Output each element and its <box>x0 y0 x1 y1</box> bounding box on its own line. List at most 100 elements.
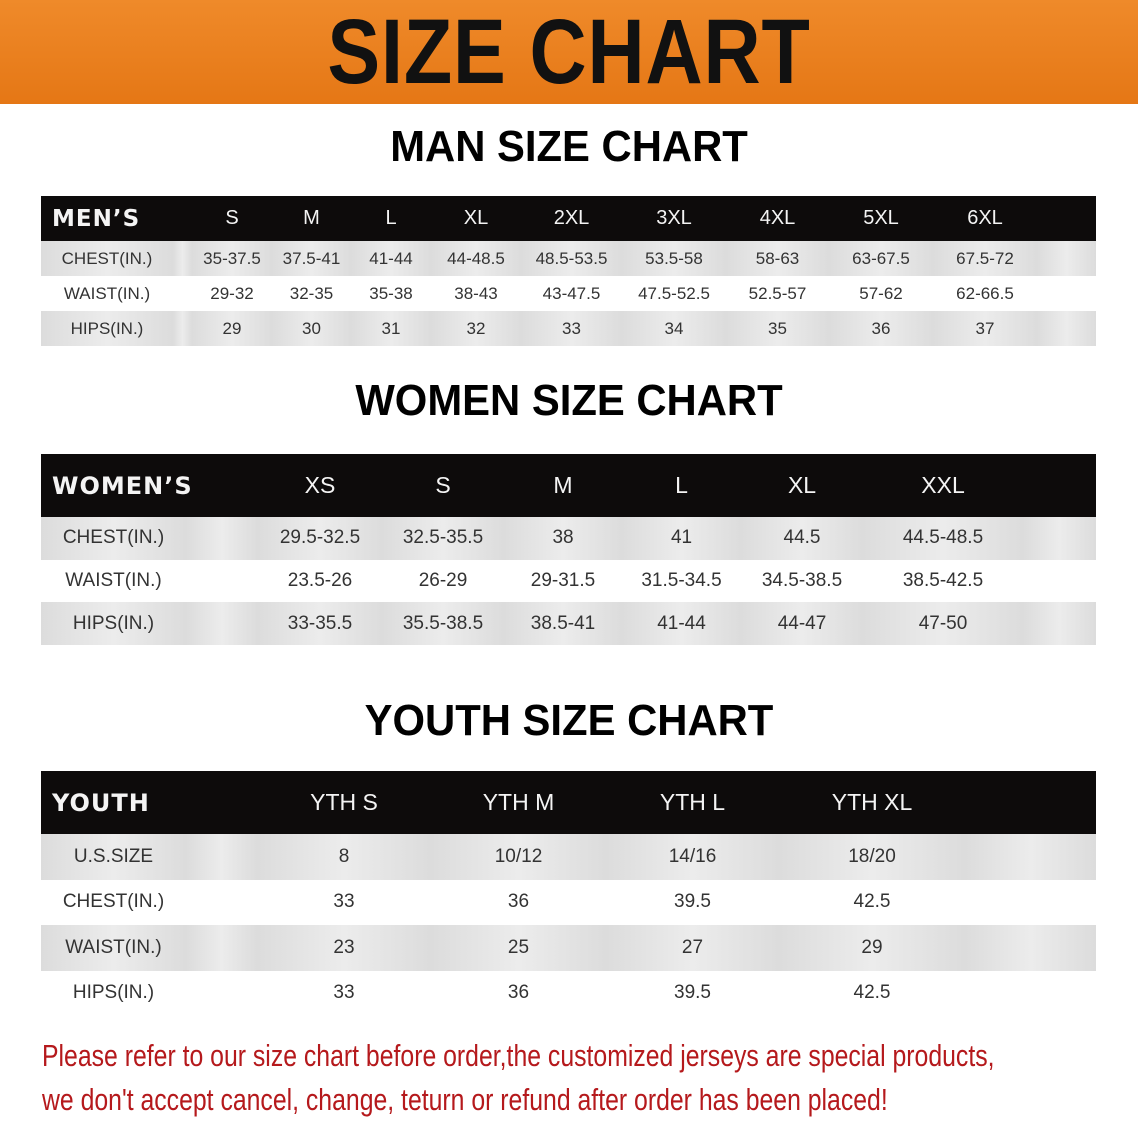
table-cell: 23.5-26 <box>258 559 383 603</box>
table-cell: 53.5-58 <box>622 241 726 276</box>
row-filler <box>1037 241 1096 276</box>
row-label: HIPS(IN.) <box>41 311 173 346</box>
table-cell: 43-47.5 <box>521 276 622 311</box>
row-filler <box>1023 559 1097 603</box>
table-cell: 29-32 <box>192 276 272 311</box>
title-banner: SIZE CHART <box>0 0 1138 104</box>
row-filler <box>965 970 1096 1016</box>
table-cell: 29 <box>779 925 965 971</box>
row-label: WAIST(IN.) <box>41 925 186 971</box>
table-row: CHEST(IN.) 35-37.5 37.5-41 41-44 44-48.5 48.5… <box>41 241 1096 276</box>
spacer <box>186 970 257 1016</box>
size-header: M <box>504 454 623 517</box>
table-cell: 37.5-41 <box>272 241 351 276</box>
table-cell: 32-35 <box>272 276 351 311</box>
table-cell: 30 <box>272 311 351 346</box>
table-cell: 38-43 <box>431 276 521 311</box>
size-header: 4XL <box>726 196 829 241</box>
table-cell: 52.5-57 <box>726 276 829 311</box>
row-label: U.S.SIZE <box>41 834 186 880</box>
table-cell: 29.5-32.5 <box>258 517 383 560</box>
table-cell: 35 <box>726 311 829 346</box>
spacer <box>186 925 257 971</box>
row-label: HIPS(IN.) <box>41 602 186 646</box>
spacer <box>186 879 257 925</box>
table-cell: 39.5 <box>606 879 779 925</box>
table-row: CHEST(IN.) 33 36 39.5 42.5 <box>41 879 1096 925</box>
size-header: YTH S <box>257 771 431 834</box>
table-row: CHEST(IN.) 29.5-32.5 32.5-35.5 38 41 44.5 44.5… <box>41 517 1097 560</box>
table-cell: 62-66.5 <box>933 276 1037 311</box>
table-cell: 48.5-53.5 <box>521 241 622 276</box>
row-label: WAIST(IN.) <box>41 559 186 603</box>
notice-line-2: we don't accept cancel, change, teturn o… <box>42 1082 888 1117</box>
table-cell: 38 <box>504 517 623 560</box>
table-header-label: YOUTH <box>41 771 257 834</box>
table-row: HIPS(IN.) 33-35.5 35.5-38.5 38.5-41 41-44 44-… <box>41 602 1097 646</box>
table-cell: 25 <box>431 925 606 971</box>
size-header: S <box>192 196 272 241</box>
table-cell: 67.5-72 <box>933 241 1037 276</box>
table-cell: 38.5-41 <box>504 602 623 646</box>
table-cell: 29 <box>192 311 272 346</box>
size-header: YTH L <box>606 771 779 834</box>
header-row: MEN’S S M L XL 2XL 3XL 4XL 5XL 6XL <box>41 196 1096 241</box>
table-cell: 42.5 <box>779 879 965 925</box>
table-header-label: MEN’S <box>41 196 192 241</box>
row-filler <box>965 925 1096 971</box>
row-filler <box>1023 517 1097 560</box>
size-header: XL <box>431 196 521 241</box>
table-cell: 32.5-35.5 <box>382 517 505 560</box>
table-cell: 44.5 <box>741 517 864 560</box>
table-cell: 10/12 <box>431 834 606 880</box>
table-cell: 31.5-34.5 <box>622 559 742 603</box>
table-cell: 36 <box>829 311 933 346</box>
size-header: 6XL <box>933 196 1037 241</box>
header-filler <box>1037 196 1096 241</box>
table-cell: 29-31.5 <box>504 559 623 603</box>
spacer <box>173 311 192 346</box>
spacer <box>173 276 192 311</box>
table-row: WAIST(IN.) 29-32 32-35 35-38 38-43 43-47.5 47.… <box>41 276 1096 311</box>
table-cell: 33 <box>521 311 622 346</box>
table-row: U.S.SIZE 8 10/12 14/16 18/20 <box>41 834 1096 880</box>
table-cell: 36 <box>431 879 606 925</box>
table-cell: 27 <box>606 925 779 971</box>
size-header: M <box>272 196 351 241</box>
table-cell: 33 <box>257 970 431 1016</box>
spacer <box>186 559 259 603</box>
table-cell: 34 <box>622 311 726 346</box>
table-cell: 8 <box>257 834 431 880</box>
size-header: L <box>351 196 431 241</box>
size-header: 5XL <box>829 196 933 241</box>
table-cell: 14/16 <box>606 834 779 880</box>
table-cell: 37 <box>933 311 1037 346</box>
table-row: WAIST(IN.) 23 25 27 29 <box>41 925 1096 971</box>
size-header: 2XL <box>521 196 622 241</box>
women-section-title: WOMEN SIZE CHART <box>355 376 783 425</box>
row-filler <box>965 834 1096 880</box>
row-label: CHEST(IN.) <box>41 241 173 276</box>
table-cell: 41-44 <box>622 602 742 646</box>
table-header-label: WOMEN’S <box>41 454 259 517</box>
row-label: WAIST(IN.) <box>41 276 173 311</box>
table-cell: 41 <box>622 517 742 560</box>
youth-section-title: YOUTH SIZE CHART <box>364 696 774 745</box>
table-cell: 44-47 <box>741 602 864 646</box>
men-size-table: MEN’S S M L XL 2XL 3XL 4XL 5XL 6XL CHEST(IN.) 35-37… <box>41 196 1096 346</box>
header-row: WOMEN’S XS S M L XL XXL <box>41 454 1097 517</box>
size-header: YTH M <box>431 771 606 834</box>
row-filler <box>965 879 1096 925</box>
size-header: 3XL <box>622 196 726 241</box>
header-row: YOUTH YTH S YTH M YTH L YTH XL <box>41 771 1096 834</box>
table-cell: 33 <box>257 879 431 925</box>
table-cell: 44-48.5 <box>431 241 521 276</box>
table-cell: 47.5-52.5 <box>622 276 726 311</box>
row-filler <box>1037 311 1096 346</box>
table-cell: 33-35.5 <box>258 602 383 646</box>
row-filler <box>1023 602 1097 646</box>
table-cell: 58-63 <box>726 241 829 276</box>
table-cell: 35-37.5 <box>192 241 272 276</box>
size-header: XXL <box>863 454 1024 517</box>
